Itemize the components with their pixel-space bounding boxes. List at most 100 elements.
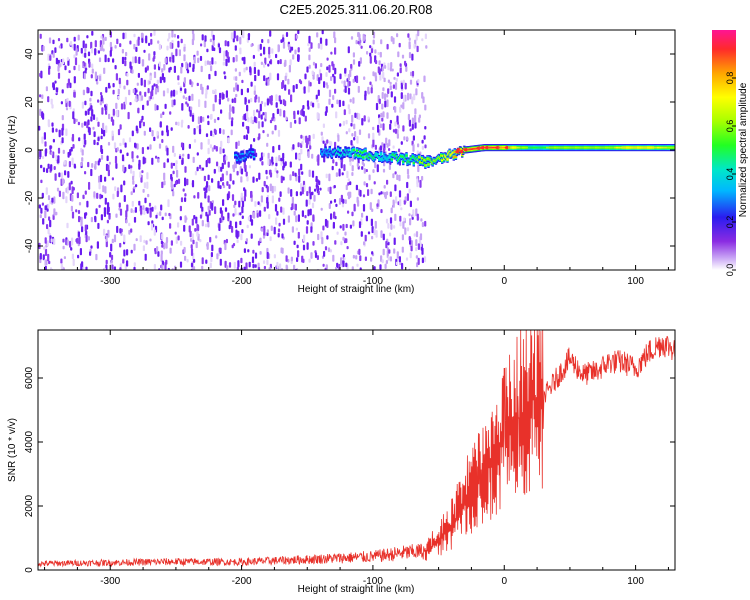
noise-speckle [158, 43, 161, 50]
noise-speckle [192, 239, 195, 245]
noise-speckle [227, 218, 230, 222]
noise-speckle [40, 207, 43, 214]
noise-speckle [208, 73, 211, 80]
noise-speckle [320, 63, 323, 68]
noise-speckle [398, 42, 401, 48]
noise-speckle [417, 257, 420, 265]
noise-speckle [244, 189, 247, 198]
noise-speckle [232, 57, 235, 63]
noise-speckle [345, 238, 348, 243]
noise-speckle [173, 89, 176, 97]
noise-speckle [57, 147, 61, 154]
noise-speckle [143, 130, 146, 136]
noise-speckle [69, 149, 72, 156]
noise-speckle [156, 212, 159, 216]
noise-speckle [185, 97, 188, 101]
noise-speckle [391, 68, 394, 72]
noise-speckle [96, 142, 99, 146]
noise-speckle [133, 262, 136, 267]
noise-speckle [160, 253, 163, 262]
noise-speckle [41, 155, 45, 160]
noise-speckle [389, 81, 392, 85]
noise-speckle [280, 160, 283, 166]
noise-speckle [89, 251, 92, 256]
noise-speckle [385, 240, 388, 249]
noise-speckle [382, 71, 385, 79]
noise-speckle [193, 258, 196, 263]
noise-speckle [308, 47, 311, 52]
noise-speckle [259, 53, 263, 57]
noise-speckle [280, 175, 283, 184]
noise-speckle [84, 224, 87, 232]
noise-speckle [251, 256, 255, 264]
noise-speckle [135, 238, 138, 242]
noise-speckle [266, 229, 269, 233]
noise-speckle [178, 49, 181, 57]
noise-speckle [209, 262, 212, 269]
noise-speckle [206, 214, 209, 223]
signal-cell [252, 156, 256, 158]
noise-speckle [153, 51, 156, 56]
noise-speckle [88, 107, 91, 111]
noise-speckle [302, 244, 306, 251]
noise-speckle [364, 256, 367, 261]
noise-speckle [38, 204, 41, 209]
noise-speckle [267, 152, 270, 160]
noise-speckle [184, 179, 187, 187]
noise-speckle [300, 163, 303, 171]
noise-speckle [104, 186, 107, 194]
noise-speckle [407, 174, 410, 179]
noise-speckle [307, 106, 310, 110]
signal-cell [335, 152, 339, 154]
noise-speckle [411, 123, 414, 130]
noise-speckle [204, 35, 207, 42]
noise-speckle [222, 182, 225, 186]
noise-speckle [220, 140, 223, 148]
noise-speckle [85, 230, 88, 236]
noise-speckle [401, 54, 405, 59]
noise-speckle [363, 181, 366, 186]
noise-speckle [260, 152, 264, 161]
noise-speckle [392, 199, 395, 208]
noise-speckle [359, 267, 362, 270]
noise-speckle [210, 130, 213, 137]
colorbar-tick-label: 0.2 [725, 216, 735, 229]
noise-speckle [215, 235, 218, 239]
noise-speckle [237, 260, 240, 268]
noise-speckle [333, 185, 336, 189]
noise-speckle [163, 172, 166, 181]
noise-speckle [64, 65, 67, 71]
noise-speckle [333, 76, 336, 84]
noise-speckle [177, 222, 180, 228]
noise-speckle [338, 198, 342, 205]
noise-speckle [288, 89, 291, 95]
noise-speckle [194, 228, 197, 232]
noise-speckle [214, 89, 217, 94]
noise-speckle [385, 260, 388, 264]
noise-speckle [83, 133, 86, 140]
noise-speckle [204, 100, 207, 108]
noise-speckle [356, 196, 359, 203]
noise-speckle [91, 68, 94, 74]
noise-speckle [271, 117, 274, 121]
noise-speckle [46, 168, 49, 173]
noise-speckle [403, 217, 406, 222]
noise-speckle [276, 211, 279, 216]
noise-speckle [39, 33, 42, 39]
noise-speckle [279, 263, 282, 270]
noise-speckle [275, 156, 278, 164]
noise-speckle [141, 147, 144, 155]
noise-speckle [124, 32, 127, 39]
noise-speckle [399, 63, 402, 67]
noise-speckle [57, 72, 61, 79]
noise-speckle [240, 168, 244, 175]
noise-speckle [185, 61, 188, 69]
noise-speckle [415, 255, 418, 259]
noise-speckle [224, 40, 227, 47]
noise-speckle [327, 247, 331, 252]
noise-speckle [124, 142, 127, 148]
noise-speckle [51, 104, 54, 109]
noise-speckle [184, 166, 187, 173]
noise-speckle [118, 77, 121, 85]
noise-speckle [110, 116, 113, 122]
